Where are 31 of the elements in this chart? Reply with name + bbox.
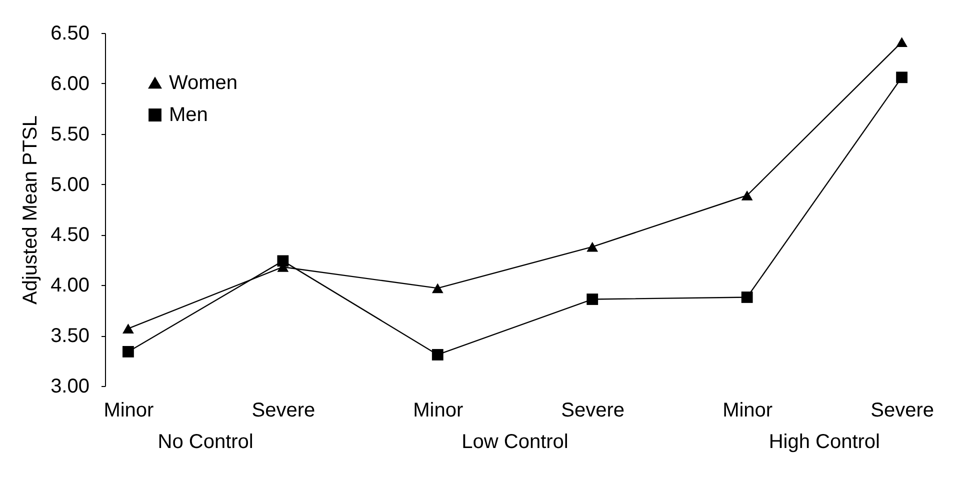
point bbox=[741, 292, 753, 303]
x-tick-label: Severe bbox=[870, 400, 934, 422]
x-tick-label: Minor bbox=[413, 400, 464, 422]
text: No Control bbox=[158, 430, 254, 454]
point bbox=[277, 255, 289, 267]
y-tick-label: 4.50 bbox=[50, 224, 90, 246]
legend-label: Women bbox=[169, 72, 238, 94]
point bbox=[896, 72, 908, 84]
y-tick-label: 5.00 bbox=[50, 174, 90, 196]
point bbox=[896, 37, 908, 48]
y-tick-label: 6.00 bbox=[50, 72, 90, 95]
x-tick-label: Severe bbox=[561, 400, 625, 422]
point bbox=[586, 294, 598, 305]
y-tick-label: 5.50 bbox=[50, 123, 90, 146]
point bbox=[432, 349, 444, 360]
y-axis-title: Adjusted Mean PTSL bbox=[20, 116, 42, 304]
point bbox=[586, 242, 598, 252]
y-tick-label: 3.50 bbox=[50, 325, 90, 348]
point bbox=[122, 324, 134, 334]
y-tick-label: 3.00 bbox=[50, 376, 90, 398]
x-tick-label: Minor bbox=[104, 400, 154, 422]
text: Low Control bbox=[462, 430, 568, 454]
point bbox=[432, 283, 444, 294]
text: High Control bbox=[768, 430, 880, 454]
point bbox=[122, 346, 134, 358]
y-tick-label: 6.50 bbox=[50, 22, 90, 44]
x-tick-label: Minor bbox=[722, 400, 773, 422]
x-tick-label: Severe bbox=[252, 400, 316, 422]
point bbox=[741, 190, 753, 200]
legend-label: Men bbox=[169, 104, 208, 126]
y-tick-label: 4.00 bbox=[50, 274, 90, 297]
